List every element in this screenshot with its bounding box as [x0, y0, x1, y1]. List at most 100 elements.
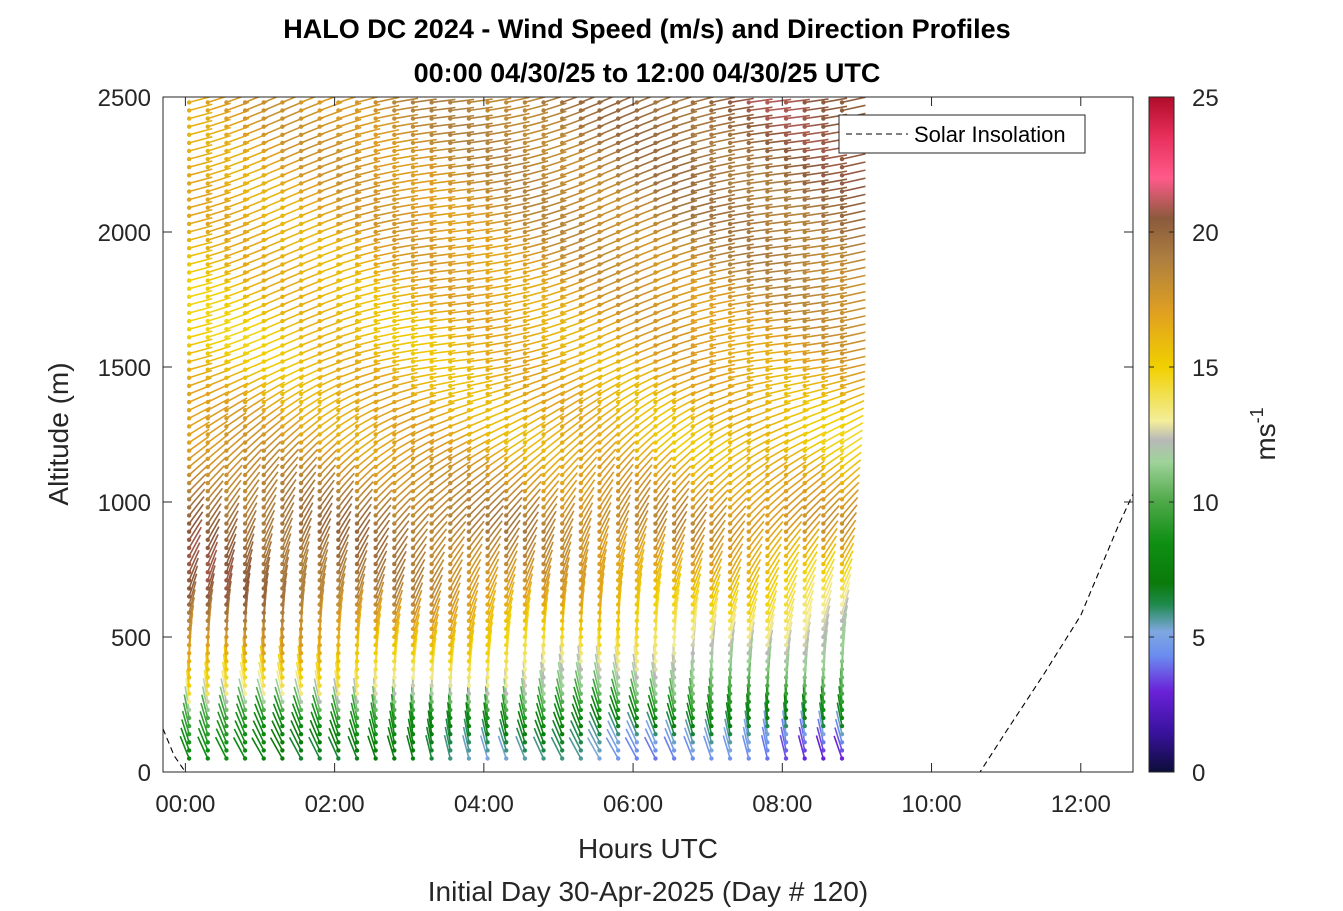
wind-barb-dot	[373, 391, 378, 397]
wind-barb	[375, 145, 400, 152]
wind-barb	[394, 243, 419, 249]
wind-barb-dot	[448, 424, 453, 429]
wind-barb-dot	[578, 132, 584, 137]
wind-barb	[744, 710, 750, 735]
wind-barb-dot	[392, 416, 397, 421]
wind-barb-dot	[298, 529, 304, 534]
wind-barb-dot	[746, 667, 751, 672]
wind-barb-dot	[354, 327, 360, 332]
wind-barb-dot	[634, 570, 640, 575]
wind-barb-dot	[242, 659, 248, 664]
wind-barb	[505, 481, 524, 500]
wind-barb-dot	[541, 578, 546, 583]
wind-barb-dot	[653, 408, 658, 413]
wind-barb-dot	[186, 294, 192, 299]
wind-barb	[394, 105, 419, 112]
wind-barb-dot	[466, 237, 472, 243]
wind-barb-dot	[746, 578, 751, 583]
wind-barb	[188, 241, 213, 249]
wind-barb-dot	[559, 707, 565, 713]
wind-barb-dot	[336, 335, 341, 340]
wind-barb	[468, 341, 493, 347]
wind-barb-dot	[280, 594, 285, 599]
wind-barb	[524, 322, 549, 330]
wind-barb-dot	[709, 359, 714, 364]
wind-barb-dot	[522, 197, 528, 202]
wind-barb-dot	[466, 302, 472, 308]
wind-barb-dot	[727, 651, 733, 656]
wind-barb	[729, 386, 754, 395]
wind-barb	[524, 338, 549, 347]
wind-barb-dot	[354, 181, 360, 186]
wind-barb-dot	[653, 335, 658, 340]
wind-barb-dot	[653, 399, 658, 405]
wind-barb	[375, 120, 400, 128]
wind-barb	[580, 580, 586, 605]
wind-barb	[337, 420, 359, 436]
wind-barb	[393, 512, 411, 533]
wind-barb-dot	[671, 456, 677, 461]
wind-barb-dot	[410, 294, 416, 299]
wind-barb-dot	[597, 165, 602, 170]
wind-barb	[524, 281, 549, 290]
wind-barb-dot	[298, 335, 304, 340]
wind-barb	[468, 520, 485, 541]
wind-barb-dot	[615, 367, 621, 372]
wind-barb-dot	[485, 756, 490, 761]
wind-barb-dot	[336, 278, 341, 283]
wind-barb-dot	[522, 553, 528, 559]
wind-barb-dot	[392, 529, 397, 534]
wind-barb-dot	[559, 602, 565, 607]
wind-barb-dot	[485, 464, 490, 470]
wind-barb	[263, 517, 275, 541]
wind-barb-dot	[597, 707, 602, 713]
wind-barb-dot	[615, 173, 621, 178]
wind-barb-dot	[373, 740, 378, 745]
wind-barb-dot	[224, 116, 229, 121]
wind-barb	[599, 97, 615, 104]
wind-barb-dot	[298, 156, 304, 162]
wind-barb-dot	[224, 124, 229, 129]
wind-barb-dot	[746, 610, 751, 615]
wind-barb-dot	[373, 707, 378, 713]
wind-barb-dot	[224, 456, 229, 461]
wind-barb	[244, 494, 259, 516]
wind-barb-dot	[186, 456, 192, 461]
wind-barb-dot	[522, 181, 528, 186]
wind-barb-dot	[448, 497, 453, 502]
wind-barb	[524, 413, 547, 428]
wind-barb-dot	[410, 440, 416, 445]
wind-barb-dot	[410, 270, 416, 275]
wind-barb	[468, 621, 476, 646]
wind-barb-dot	[242, 189, 248, 194]
wind-barb-dot	[746, 505, 751, 510]
wind-barb	[654, 449, 674, 468]
wind-barb-dot	[205, 618, 210, 623]
wind-barb	[747, 590, 759, 613]
wind-barb	[500, 702, 508, 727]
wind-barb-dot	[578, 237, 584, 243]
wind-barb-dot	[242, 521, 248, 526]
wind-barb-dot	[727, 408, 733, 413]
wind-barb	[704, 718, 713, 743]
wind-barb-dot	[504, 748, 509, 753]
wind-barb-dot	[336, 399, 341, 405]
wind-barb	[748, 551, 762, 573]
wind-barb-dot	[205, 173, 210, 178]
wind-barb	[673, 510, 688, 533]
wind-barb	[293, 686, 302, 711]
wind-barb	[244, 564, 252, 589]
wind-barb-dot	[709, 286, 714, 291]
wind-barb-dot	[261, 497, 266, 502]
wind-barb	[692, 511, 708, 533]
wind-barb	[412, 341, 437, 347]
wind-barb-dot	[354, 278, 360, 283]
wind-barb	[468, 528, 485, 549]
wind-barb-dot	[410, 626, 416, 632]
wind-barb	[188, 184, 213, 193]
wind-barb-dot	[298, 626, 304, 632]
wind-barb-dot	[466, 472, 472, 478]
wind-barb-dot	[690, 545, 695, 551]
wind-barb-dot	[727, 351, 733, 356]
wind-barb-dot	[522, 278, 528, 283]
